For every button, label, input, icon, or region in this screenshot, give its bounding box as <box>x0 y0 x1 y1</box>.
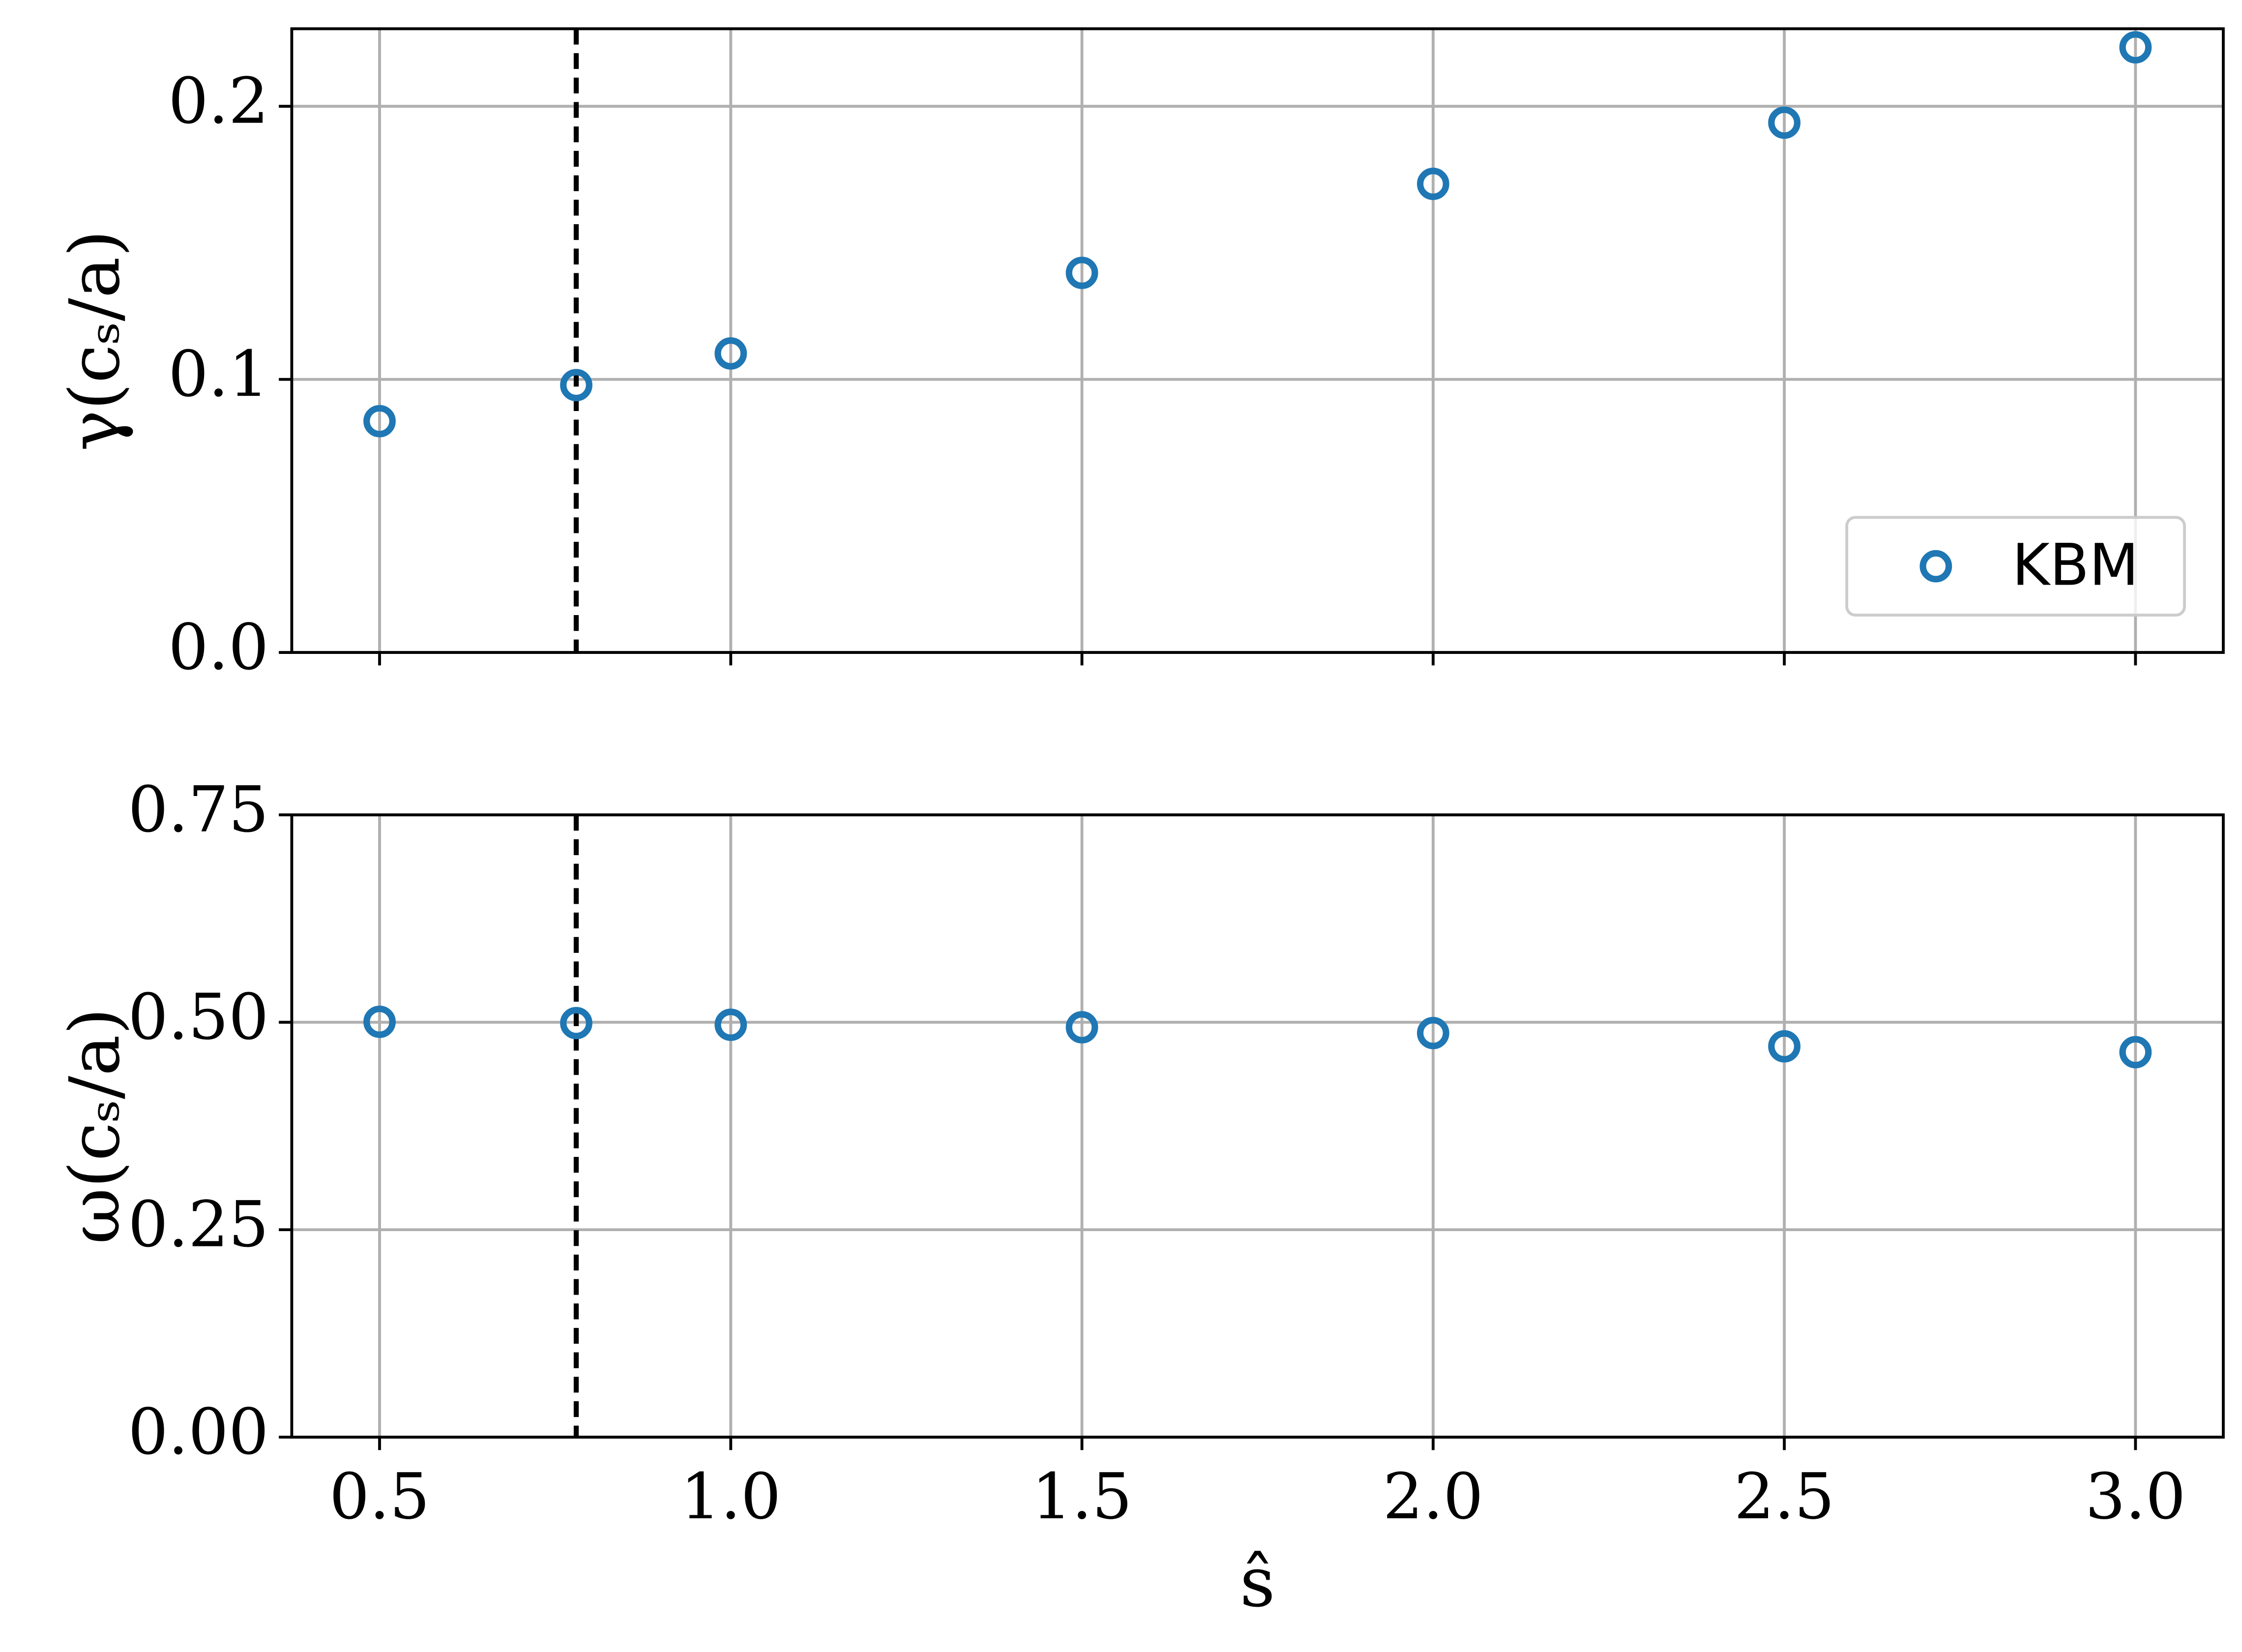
marker <box>1065 257 1098 289</box>
marker <box>714 337 747 370</box>
marker <box>560 1007 592 1039</box>
y-tick-label: 0.50 <box>128 981 268 1054</box>
axes-frame <box>290 813 2225 1439</box>
y-tick-label: 0.1 <box>168 338 269 411</box>
x-tick-label: 1.5 <box>1032 1460 1132 1534</box>
marker <box>1416 168 1449 200</box>
x-tick-label: 2.5 <box>1734 1460 1835 1534</box>
y-tick-label: 0.00 <box>128 1396 268 1469</box>
marker <box>1065 1011 1098 1044</box>
legend-marker <box>1919 550 1952 583</box>
x-tick-label: 3.0 <box>2085 1460 2186 1534</box>
y-tick-label: 0.0 <box>168 611 269 684</box>
marker <box>560 369 592 402</box>
legend-box <box>1845 516 2186 617</box>
marker <box>714 1008 747 1041</box>
marker <box>2119 31 2152 64</box>
marker <box>363 1005 396 1038</box>
y-axis-label: γ(cₛ/a) <box>55 230 135 451</box>
marker <box>363 405 396 438</box>
marker <box>1768 106 1800 139</box>
x-tick-label: 0.5 <box>329 1460 430 1534</box>
x-tick-label: 1.0 <box>680 1460 781 1534</box>
y-tick-label: 0.2 <box>168 65 269 138</box>
marker <box>1768 1030 1800 1063</box>
y-tick-label: 0.75 <box>128 773 268 847</box>
legend-label: KBM <box>2012 531 2139 599</box>
x-axis-label: ŝ <box>1240 1542 1275 1622</box>
marker <box>2119 1036 2152 1068</box>
marker <box>1416 1017 1449 1050</box>
axes-frame <box>290 27 2225 654</box>
y-tick-label: 0.25 <box>128 1188 268 1262</box>
y-axis-label: ω(cₛ/a) <box>55 1008 135 1244</box>
x-tick-label: 2.0 <box>1383 1460 1484 1534</box>
